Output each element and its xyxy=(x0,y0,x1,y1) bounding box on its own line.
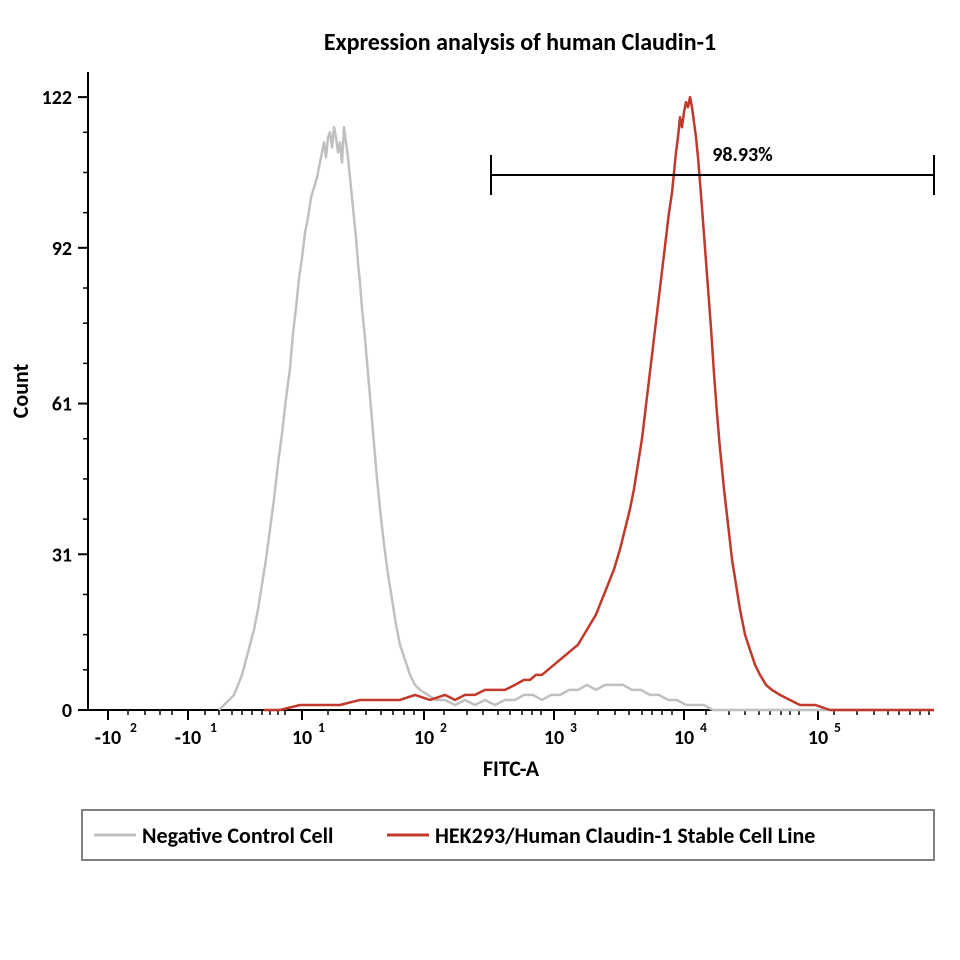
x-tick-exponent: 5 xyxy=(834,719,841,736)
x-tick-exponent: 2 xyxy=(440,719,447,736)
legend-item-label: HEK293/Human Claudin-1 Stable Cell Line xyxy=(435,822,815,849)
series-line xyxy=(264,97,934,710)
series-line xyxy=(219,127,934,710)
gate-marker: 98.93% xyxy=(491,143,934,195)
y-tick-label: 92 xyxy=(52,237,72,261)
x-tick-label: -10 xyxy=(175,726,201,750)
y-axis-label: Count xyxy=(7,363,34,418)
x-tick-label: 10 xyxy=(544,726,564,750)
legend-item-label: Negative Control Cell xyxy=(142,822,333,849)
y-tick-label: 122 xyxy=(42,86,72,110)
legend: Negative Control Cell HEK293/Human Claudi… xyxy=(82,810,934,860)
y-tick-label: 61 xyxy=(52,393,72,417)
y-tick-label: 31 xyxy=(52,543,72,567)
flow-cytometry-chart: Expression analysis of human Claudin-1 0… xyxy=(0,0,960,960)
x-tick-label: 10 xyxy=(414,726,434,750)
x-tick-label: 10 xyxy=(808,726,828,750)
x-tick-label: -10 xyxy=(95,726,121,750)
x-tick-exponent: 2 xyxy=(130,719,137,736)
x-axis-label: FITC-A xyxy=(483,755,540,782)
y-tick-label: 0 xyxy=(62,699,72,723)
chart-title: Expression analysis of human Claudin-1 xyxy=(324,28,716,57)
gate-label: 98.93% xyxy=(712,143,773,167)
x-tick-label: 10 xyxy=(674,726,694,750)
x-tick-exponent: 4 xyxy=(700,719,707,736)
x-tick-exponent: 1 xyxy=(318,719,325,736)
x-tick-exponent: 1 xyxy=(210,719,217,736)
x-tick-exponent: 3 xyxy=(570,719,577,736)
x-tick-label: 10 xyxy=(292,726,312,750)
plot-area: 0 31 61 92 122 -10 2 -10 1 10 1 10 2 10 3 10 4 10 5 xyxy=(42,72,934,750)
